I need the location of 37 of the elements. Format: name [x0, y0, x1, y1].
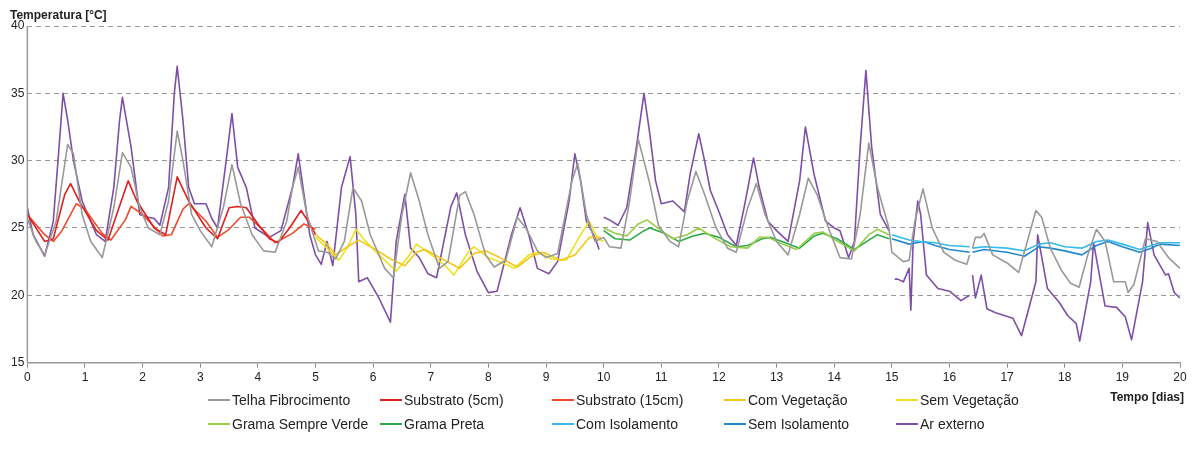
y-tick-label: 25: [10, 220, 25, 235]
x-tick-label: 13: [769, 370, 784, 385]
legend-label: Substrato (15cm): [576, 392, 684, 408]
legend-label: Substrato (5cm): [404, 392, 504, 408]
y-tick-label: 15: [10, 354, 25, 369]
x-tick-label: 5: [312, 370, 320, 385]
x-tick-label: 17: [1000, 370, 1015, 385]
y-tick-label: 20: [10, 287, 25, 302]
legend-label: Grama Sempre Verde: [232, 416, 369, 432]
x-tick-label: 6: [369, 370, 377, 385]
y-tick-label: 35: [10, 85, 25, 100]
x-tick-label: 14: [827, 370, 842, 385]
x-tick-label: 8: [485, 370, 493, 385]
legend-label: Grama Preta: [404, 416, 485, 432]
legend-label: Sem Isolamento: [748, 416, 850, 432]
x-tick-label: 11: [655, 370, 668, 385]
legend-label: Telha Fibrocimento: [232, 392, 351, 408]
x-tick-label: 20: [1173, 370, 1187, 385]
x-tick-label: 19: [1115, 370, 1130, 385]
x-tick-label: 18: [1058, 370, 1072, 385]
x-tick-label: 12: [712, 370, 726, 385]
x-tick-label: 0: [24, 370, 31, 385]
legend-label: Com Isolamento: [576, 416, 678, 432]
y-tick-label: 30: [10, 152, 25, 167]
x-tick-label: 7: [427, 370, 435, 385]
x-tick-label: 10: [596, 370, 611, 385]
x-tick-label: 16: [942, 370, 957, 385]
legend-label: Ar externo: [920, 416, 985, 432]
legend-label: Com Vegetação: [748, 392, 848, 408]
x-tick-label: 9: [542, 370, 550, 385]
x-tick-label: 15: [885, 370, 899, 385]
x-tick-label: 2: [139, 370, 147, 385]
x-tick-label: 1: [81, 370, 89, 385]
x-axis-title: Tempo [dias]: [1110, 390, 1184, 404]
x-tick-label: 4: [254, 370, 262, 385]
x-tick-label: 3: [196, 370, 204, 385]
legend-label: Sem Vegetação: [920, 392, 1019, 408]
